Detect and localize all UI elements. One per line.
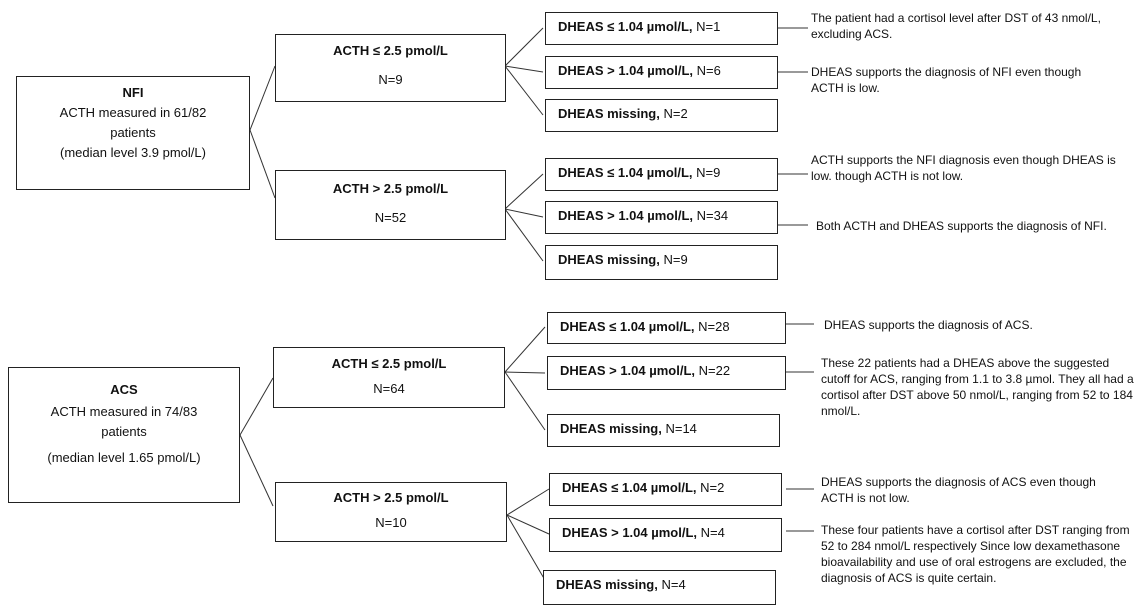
connector-leaf: [506, 514, 550, 588]
acth-label: ACTH > 2.5 pmol/L: [332, 181, 449, 196]
leaf-label: DHEAS ≤ 1.04 µmol/L,: [560, 319, 695, 334]
acth-label: ACTH ≤ 2.5 pmol/L: [331, 356, 447, 371]
leaf-label: DHEAS ≤ 1.04 µmol/L,: [558, 165, 693, 180]
leaf-label: DHEAS missing,: [560, 421, 662, 436]
acs-acth-high-box: ACTH > 2.5 pmol/L N=10: [275, 482, 507, 542]
nfi-root-box: NFI ACTH measured in 61/82 patients (med…: [16, 76, 250, 190]
connector-leaf: [506, 488, 550, 516]
connector-leaf: [504, 65, 544, 116]
leaf-count: N=28: [694, 319, 730, 334]
leaf-count: N=9: [692, 165, 721, 180]
connector-leaf: [504, 65, 544, 73]
connector-leaf: [504, 326, 546, 373]
group-line: ACTH measured in 61/82: [59, 105, 207, 120]
nfi-leaf-3: DHEAS missing, N=2: [545, 99, 778, 132]
acs-leaf-4: DHEAS ≤ 1.04 µmol/L, N=2: [549, 473, 782, 506]
leaf-count: N=14: [661, 421, 697, 436]
nfi-leaf-4: DHEAS ≤ 1.04 µmol/L, N=9: [545, 158, 778, 191]
nfi-leaf-6: DHEAS missing, N=9: [545, 245, 778, 280]
acs-leaf-1: DHEAS ≤ 1.04 µmol/L, N=28: [547, 312, 786, 344]
note-text: Both ACTH and DHEAS supports the diagnos…: [816, 219, 1107, 233]
acs-root-box: ACS ACTH measured in 74/83 patients (med…: [8, 367, 240, 503]
leaf-label: DHEAS > 1.04 µmol/L,: [560, 363, 696, 378]
connector-leaf: [504, 27, 544, 67]
note-text: DHEAS supports the diagnosis of ACS.: [824, 318, 1033, 332]
note-text: DHEAS supports the diagnosis of ACS even…: [821, 475, 1096, 505]
note-text: These four patients have a cortisol afte…: [821, 523, 1130, 585]
note-text: The patient had a cortisol level after D…: [811, 11, 1101, 41]
note-text: These 22 patients had a DHEAS above the …: [821, 356, 1134, 418]
group-title: NFI: [122, 85, 144, 100]
nfi-acth-low-box: ACTH ≤ 2.5 pmol/L N=9: [275, 34, 506, 102]
nfi-leaf-2: DHEAS > 1.04 µmol/L, N=6: [545, 56, 778, 89]
nfi-leaf-1: DHEAS ≤ 1.04 µmol/L, N=1: [545, 12, 778, 45]
leaf-count: N=4: [697, 525, 725, 540]
acth-count: N=52: [374, 210, 407, 225]
acs-leaf-2: DHEAS > 1.04 µmol/L, N=22: [547, 356, 786, 390]
group-title: ACS: [110, 382, 138, 397]
connector-leaf: [506, 514, 550, 535]
acth-label: ACTH ≤ 2.5 pmol/L: [333, 43, 448, 58]
connector-nfi-acth-high: [249, 129, 276, 199]
acs-leaf-5: DHEAS > 1.04 µmol/L, N=4: [549, 518, 782, 552]
acth-count: N=9: [378, 72, 403, 87]
leaf-count: N=4: [657, 577, 686, 592]
acth-count: N=64: [373, 381, 405, 396]
note-text: DHEAS supports the diagnosis of NFI even…: [811, 65, 1082, 95]
connector-leaf: [504, 371, 546, 374]
group-line: patients: [101, 424, 147, 439]
leaf-label: DHEAS > 1.04 µmol/L,: [558, 208, 694, 223]
acs-leaf-6: DHEAS missing, N=4: [543, 570, 776, 605]
connector-acs-acth-low: [239, 377, 274, 436]
leaf-count: N=2: [696, 480, 725, 495]
acs-leaf-3: DHEAS missing, N=14: [547, 414, 780, 447]
leaf-label: DHEAS missing,: [556, 577, 658, 592]
leaf-label: DHEAS missing,: [558, 106, 660, 121]
leaf-count: N=6: [693, 63, 721, 78]
connector-leaf: [504, 371, 546, 431]
group-line: (median level 1.65 pmol/L): [47, 450, 201, 465]
nfi-acth-high-box: ACTH > 2.5 pmol/L N=52: [275, 170, 506, 240]
leaf-label: DHEAS ≤ 1.04 µmol/L,: [562, 480, 697, 495]
nfi-leaf-5: DHEAS > 1.04 µmol/L, N=34: [545, 201, 778, 234]
group-line: patients: [110, 125, 156, 140]
leaf-label: DHEAS ≤ 1.04 µmol/L,: [558, 19, 693, 34]
acth-count: N=10: [375, 515, 407, 530]
leaf-count: N=2: [659, 106, 688, 121]
connector-nfi-acth-low: [249, 65, 276, 131]
group-line: (median level 3.9 pmol/L): [60, 145, 206, 160]
acs-acth-low-box: ACTH ≤ 2.5 pmol/L N=64: [273, 347, 505, 408]
leaf-count: N=34: [693, 208, 729, 223]
leaf-label: DHEAS > 1.04 µmol/L,: [562, 525, 698, 540]
connector-acs-acth-high: [239, 434, 274, 507]
connector-leaf: [504, 208, 544, 218]
connector-leaf: [504, 173, 544, 210]
leaf-label: DHEAS missing,: [558, 252, 660, 267]
leaf-count: N=9: [659, 252, 688, 267]
connector-leaf: [504, 208, 544, 262]
group-line: ACTH measured in 74/83: [50, 404, 198, 419]
acth-label: ACTH > 2.5 pmol/L: [333, 490, 449, 505]
leaf-label: DHEAS > 1.04 µmol/L,: [558, 63, 694, 78]
note-text: ACTH supports the NFI diagnosis even tho…: [811, 153, 1116, 183]
leaf-count: N=1: [692, 19, 721, 34]
leaf-count: N=22: [695, 363, 731, 378]
